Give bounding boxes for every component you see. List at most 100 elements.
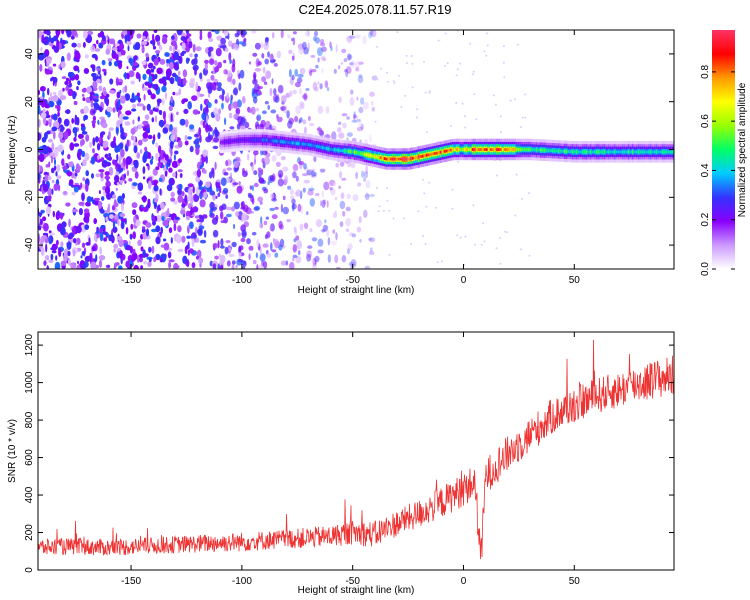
spectrogram-noise-blob — [271, 154, 277, 162]
spectrogram-ridge-cell — [315, 144, 319, 148]
spectrogram-ridge-cell — [483, 148, 487, 151]
spectrogram-noise-blob — [503, 76, 506, 79]
spectrogram-ridge-cell — [597, 150, 601, 154]
spectrogram-ridge-cell — [601, 150, 605, 154]
spectrogram-noise-blob — [338, 185, 341, 189]
spectrogram-noise-blob — [362, 35, 367, 45]
spectrogram-noise-blob — [90, 261, 97, 269]
spectrogram-ridge-cell — [411, 156, 415, 160]
spectrogram-noise-blob — [317, 57, 320, 63]
snr-frame — [37, 331, 675, 571]
spectrogram-noise-blob — [364, 265, 371, 269]
spectrogram-noise-blob — [421, 178, 424, 181]
spectrogram-noise-blob — [299, 223, 304, 231]
spectrogram-noise-blob — [92, 148, 95, 154]
spectrogram-noise-blob — [189, 196, 194, 205]
spectrogram-noise-blob — [261, 76, 267, 83]
spectrogram-noise-blob — [274, 206, 279, 210]
spectrogram-noise-blob — [415, 116, 418, 119]
spectrogram-noise-blob — [423, 60, 425, 63]
spectrogram-noise-blob — [40, 47, 43, 52]
spectrogram-noise-blob — [369, 247, 373, 252]
spectrogram-noise-blob — [363, 209, 368, 218]
spectrogram-ridge-cell — [659, 150, 663, 154]
spectrogram-noise-blob — [154, 73, 158, 80]
spectrogram-ridge-cell — [279, 140, 283, 144]
spectrogram-noise-blob — [39, 219, 43, 225]
spectrogram-noise-blob — [294, 68, 299, 77]
spectrogram-noise-blob — [73, 100, 78, 106]
spectrogram-noise-blob — [52, 94, 59, 102]
spectrogram-noise-blob — [378, 205, 381, 208]
spectrogram-noise-blob — [153, 184, 159, 192]
spectrogram-noise-blob — [218, 108, 222, 115]
spectrogram-ridge-cell — [259, 138, 263, 142]
spectrogram-noise-blob — [125, 244, 132, 251]
spectrogram-ridge-cell — [377, 155, 381, 159]
spectrogram-noise-blob — [78, 201, 85, 206]
spectrogram-noise-blob — [365, 165, 369, 174]
spectrogram-noise-blob — [319, 39, 325, 44]
spectrogram-noise-blob — [310, 54, 316, 58]
spectrogram-noise-blob — [294, 115, 299, 123]
spectrogram-noise-blob — [204, 181, 211, 188]
spectrogram-noise-blob — [147, 180, 152, 190]
spectrogram-noise-blob — [80, 182, 83, 188]
spectrogram-noise-blob — [199, 72, 203, 80]
spectrogram-ridge-cell — [333, 148, 337, 152]
spectrogram-ridge-cell — [513, 148, 517, 151]
spectrogram-noise-blob — [178, 158, 182, 164]
spectrogram-noise-blob — [297, 203, 302, 212]
spectrogram-noise-blob — [317, 105, 324, 114]
spectrogram-noise-blob — [388, 209, 391, 212]
spectrogram-noise-blob — [174, 134, 178, 142]
spectrogram-noise-blob — [69, 142, 75, 151]
spectrogram-noise-blob — [99, 228, 103, 234]
spectrogram-noise-blob — [157, 99, 160, 107]
spectrogram-noise-blob — [117, 81, 123, 86]
spectrogram-noise-blob — [120, 95, 126, 104]
spectrogram-ridge-cell — [301, 142, 305, 146]
spectrogram-noise-blob — [58, 42, 62, 50]
spectrogram-noise-blob — [515, 173, 518, 176]
spectrogram-noise-blob — [83, 68, 90, 74]
spectrogram-noise-blob — [151, 33, 155, 42]
spectrogram-noise-blob — [39, 96, 44, 100]
spectrogram-ridge-cell — [475, 148, 479, 151]
spectrogram-noise-blob — [91, 53, 98, 59]
spectrogram-noise-blob — [80, 138, 85, 146]
spectrogram-noise-blob — [192, 206, 199, 213]
spectrogram-noise-blob — [113, 199, 117, 208]
spectrogram-noise-blob — [376, 45, 379, 48]
spectrogram-noise-blob — [82, 159, 87, 167]
spectrogram-noise-blob — [38, 119, 41, 128]
spectrogram-noise-blob — [56, 103, 61, 113]
spectrogram-noise-blob — [141, 45, 145, 54]
spectrogram-ridge-cell — [327, 147, 331, 151]
spectrogram-noise-blob — [207, 85, 213, 94]
spectrogram-noise-blob — [65, 86, 70, 92]
spectrogram-noise-blob — [127, 266, 132, 269]
spectrogram-noise-blob — [259, 253, 266, 262]
spectrogram-noise-blob — [148, 246, 152, 253]
spectrogram-noise-blob — [405, 62, 408, 65]
spectrogram-noise-blob — [66, 52, 71, 61]
spectrogram-noise-blob — [132, 61, 138, 67]
spectrogram-noise-blob — [104, 96, 109, 104]
spectrogram-noise-blob — [345, 228, 349, 232]
spectrogram-noise-blob — [116, 182, 120, 186]
snr-y-tick-label: 1200 — [24, 334, 35, 357]
spectrogram-noise-blob — [119, 213, 126, 218]
spectrogram-noise-blob — [226, 92, 229, 99]
spectrogram-ridge-cell — [631, 150, 635, 154]
spectrogram-noise-blob — [92, 110, 96, 114]
spectrogram-noise-blob — [357, 75, 364, 84]
spectrogram-ridge-cell — [265, 138, 269, 142]
spectrogram-ridge-cell — [249, 138, 253, 142]
spectrogram-ridge-cell — [473, 148, 477, 151]
spectrogram-noise-blob — [217, 192, 221, 197]
spectrogram-noise-blob — [101, 196, 105, 201]
spectrogram-noise-blob — [199, 216, 205, 223]
spectrogram-noise-blob — [336, 266, 341, 269]
spectrogram-noise-blob — [455, 74, 458, 77]
